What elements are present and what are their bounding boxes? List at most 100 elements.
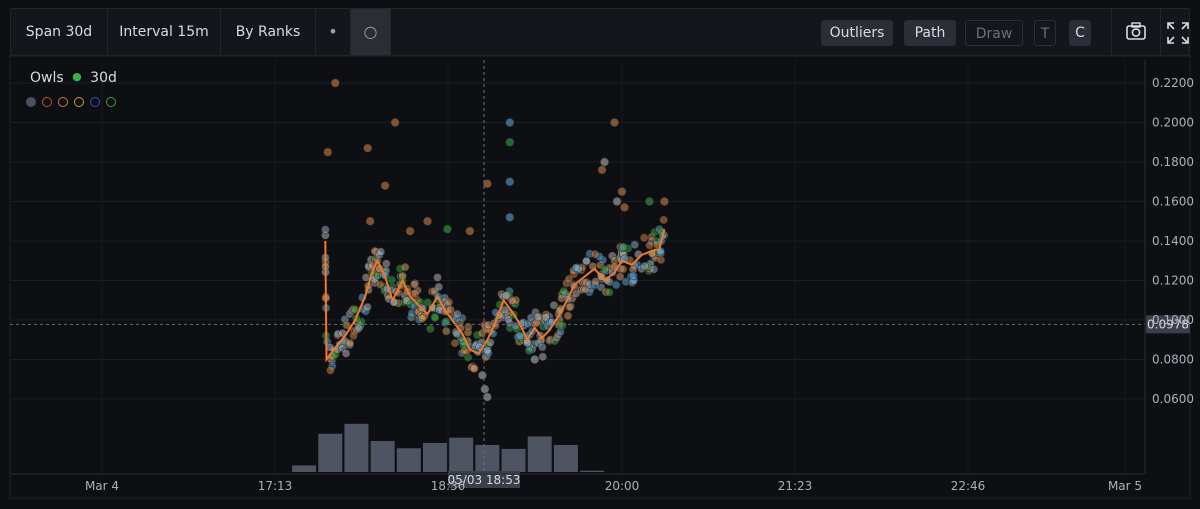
volume-bar (475, 444, 500, 472)
path-button[interactable]: Path (904, 20, 956, 46)
crosshair-x-label: 05/03 18:53 (448, 473, 521, 487)
outlier-point (610, 118, 619, 127)
interval-selector[interactable]: Interval 15m (108, 9, 221, 55)
rank-dot (354, 323, 364, 333)
volume-bar (527, 436, 552, 472)
rank-dot (434, 282, 444, 292)
outlier-point (465, 226, 475, 236)
rank-dot (483, 346, 492, 355)
rank-dot (619, 242, 628, 252)
rank-dot (571, 263, 581, 273)
outliers-button[interactable]: Outliers (821, 20, 893, 46)
rank-dot (629, 271, 638, 281)
outlier-point (480, 384, 490, 394)
outlier-point (443, 224, 452, 234)
rank-dot (582, 256, 591, 266)
rank-dot (326, 366, 335, 375)
rank-dot (341, 349, 351, 358)
x-tick-label: 21:23 (778, 479, 813, 493)
outlier-point (597, 165, 607, 175)
rank-dot (430, 313, 440, 322)
x-tick-label: 20:00 (605, 479, 640, 493)
legend: Owls ● 30d (30, 70, 117, 86)
rank-dot (515, 331, 525, 340)
outlier-point (380, 181, 390, 191)
outlier-point (482, 392, 492, 402)
y-tick-label: 0.1800 (1152, 155, 1194, 169)
volume-bar (422, 442, 447, 472)
rank-color-legend[interactable] (26, 92, 122, 107)
rank-dot (538, 352, 548, 361)
rank-dot (376, 247, 386, 257)
outlier-point (477, 370, 487, 380)
rank-dot (600, 265, 609, 274)
outlier-point (505, 212, 515, 222)
y-tick-label: 0.0600 (1152, 392, 1194, 406)
outlier-point (505, 137, 515, 147)
dot-mode-button[interactable]: • (316, 9, 351, 55)
outlier-point (365, 216, 375, 226)
rank-dot (508, 296, 517, 306)
rank-dot (444, 297, 454, 307)
draw-button[interactable]: Draw (965, 20, 1023, 46)
screenshot-button[interactable] (1111, 9, 1161, 55)
rank-dot (382, 259, 391, 268)
outlier-point (617, 187, 627, 197)
volume-bar (501, 448, 526, 472)
rank-dot (659, 215, 668, 225)
fullscreen-button[interactable] (1165, 20, 1191, 46)
outlier-point (482, 179, 492, 189)
chart-grid (10, 60, 1145, 474)
rank-color-circle[interactable] (26, 97, 36, 107)
c-toggle-button[interactable]: C (1069, 20, 1091, 46)
outlier-point (620, 202, 629, 212)
outlier-point (330, 78, 340, 88)
rank-dot (417, 314, 427, 323)
rank-dot (433, 273, 442, 282)
rank-dot (645, 241, 654, 250)
rank-dot (453, 309, 462, 319)
rank-dot (558, 321, 567, 330)
outlier-point (423, 216, 432, 226)
y-tick-label: 0.2000 (1152, 116, 1194, 130)
rank-dot (640, 261, 649, 271)
y-tick-label: 0.2200 (1152, 76, 1194, 90)
rank-dot (605, 288, 614, 297)
crosshair-y-label-bg (1146, 315, 1190, 334)
rank-dot (618, 264, 628, 274)
rank-color-circle[interactable] (106, 97, 116, 107)
rank-dot (410, 280, 419, 289)
volume-bar (318, 433, 343, 472)
volume-bar (580, 470, 605, 472)
fullscreen-icon (1167, 22, 1189, 44)
y-axis: 0.2200 0.2000 0.1800 0.1600 0.1400 0.1200 0.10… (1144, 60, 1194, 474)
span-selector[interactable]: Span 30d (11, 9, 108, 55)
rank-color-circle[interactable] (74, 97, 84, 107)
circle-mode-button[interactable]: ○ (351, 9, 391, 55)
rank-color-circle[interactable] (42, 97, 52, 107)
y-tick-label: 0.1000 (1152, 313, 1194, 327)
rank-dot (590, 249, 600, 259)
rank-dot (591, 277, 600, 286)
rank-dot (400, 262, 410, 272)
outlier-point (659, 197, 669, 206)
x-tick-label: 22:46 (951, 479, 986, 493)
volume-bar (553, 444, 578, 472)
rank-color-circle[interactable] (58, 97, 68, 107)
outlier-point (612, 197, 622, 206)
x-tick-label: 18:36 (431, 479, 466, 493)
legend-span: 30d (90, 70, 117, 86)
rank-dot (559, 286, 569, 296)
crosshair-x-label-bg (448, 471, 520, 488)
t-toggle-button[interactable]: T (1034, 20, 1056, 46)
rank-dot (630, 240, 639, 249)
outlier-point (644, 197, 654, 206)
outlier-point (390, 118, 400, 127)
x-axis: Mar 4 17:13 18:36 20:00 21:23 22:46 Mar 5 (10, 473, 1145, 493)
rank-dot (538, 342, 547, 352)
rank-dot (442, 326, 451, 336)
rank-color-circle[interactable] (90, 97, 100, 107)
outlier-point (600, 157, 609, 167)
ranks-selector[interactable]: By Ranks (221, 9, 316, 55)
